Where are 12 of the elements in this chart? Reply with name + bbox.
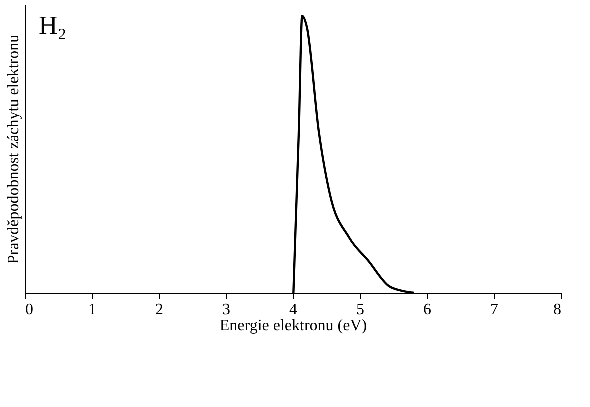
x-tick-label: 4 bbox=[290, 302, 298, 318]
x-tick-label: 5 bbox=[356, 302, 364, 318]
chart-title: H₂ bbox=[39, 11, 67, 40]
x-tick-label: 7 bbox=[490, 302, 498, 318]
x-tick-label: 1 bbox=[88, 302, 96, 318]
x-tick-label: 6 bbox=[424, 302, 432, 318]
x-tick-label: 3 bbox=[222, 302, 230, 318]
x-tick-label: 0 bbox=[26, 302, 34, 318]
x-tick-label: 8 bbox=[554, 302, 562, 318]
y-axis-title: Pravděpodobnost záchytu elektronu bbox=[6, 34, 22, 264]
x-axis-title: Energie elektronu (eV) bbox=[220, 318, 368, 334]
x-tick-label: 2 bbox=[156, 302, 164, 318]
